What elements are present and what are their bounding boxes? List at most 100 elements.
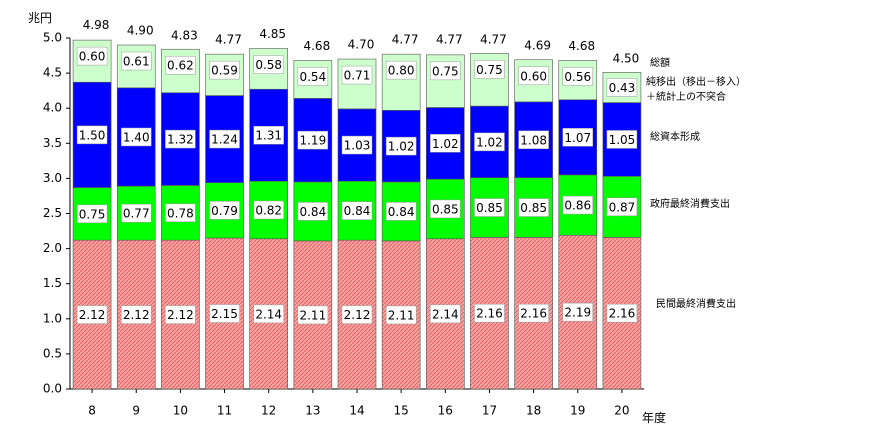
data-label-box (562, 302, 594, 322)
data-label: 0.56 (564, 70, 591, 84)
data-label-box (430, 61, 461, 81)
data-label-box (297, 130, 329, 150)
total-label: 4.50 (613, 52, 640, 66)
data-label-box (606, 78, 638, 97)
data-label: 1.02 (476, 135, 503, 149)
data-label-box (606, 303, 638, 323)
data-label-box (385, 305, 417, 325)
data-label: 2.15 (211, 307, 238, 321)
data-label: 0.80 (388, 64, 415, 78)
data-label: 2.12 (344, 308, 371, 322)
y-tick-label: 2.5 (43, 206, 62, 220)
total-label: 4.68 (568, 39, 595, 53)
data-label-box (209, 201, 240, 220)
data-label: 0.77 (123, 207, 150, 221)
x-tick-label: 20 (614, 404, 629, 418)
data-label: 0.84 (388, 205, 415, 219)
x-tick-label: 14 (349, 404, 364, 418)
data-label-box (474, 132, 505, 152)
data-label-box (474, 303, 505, 323)
data-label-box (253, 304, 284, 324)
data-label: 0.85 (520, 201, 547, 215)
data-label-box (253, 125, 284, 145)
total-label: 4.70 (348, 38, 375, 52)
data-label-box (606, 197, 638, 217)
data-label-box (518, 130, 549, 150)
y-axis-unit: 兆円 (28, 11, 52, 25)
y-tick-label: 1.5 (43, 276, 62, 290)
x-tick-label: 11 (217, 404, 232, 418)
data-label: 2.14 (432, 307, 459, 321)
data-label-box (341, 65, 373, 85)
data-label-box (209, 304, 240, 323)
data-label: 0.60 (520, 69, 547, 83)
legend-net-exports-line1: 純移出（移出－移入） (646, 75, 746, 88)
data-label-box (76, 125, 108, 145)
data-label: 0.78 (167, 206, 194, 220)
data-label: 2.11 (299, 308, 326, 322)
data-label: 0.71 (344, 69, 371, 83)
data-label-box (385, 202, 417, 221)
y-tick-label: 3.0 (43, 171, 62, 185)
x-tick-label: 15 (394, 404, 409, 418)
data-label: 1.05 (609, 133, 636, 147)
data-label-box (209, 60, 240, 80)
data-label: 1.03 (344, 139, 371, 153)
y-tick-label: 4.5 (43, 66, 62, 80)
legend-net-exports-line2: ＋統計上の不突合 (646, 90, 726, 103)
data-label-box (430, 134, 461, 153)
data-label-box (474, 60, 505, 79)
total-label: 4.77 (480, 33, 507, 47)
data-label: 0.82 (255, 203, 282, 217)
y-tick-label: 1.0 (43, 311, 62, 325)
data-label: 1.50 (79, 128, 106, 142)
data-label-box (297, 305, 329, 325)
data-label: 1.31 (255, 129, 282, 143)
total-label: 4.98 (83, 18, 110, 32)
x-tick-label: 18 (526, 404, 541, 418)
data-label-box (120, 127, 152, 147)
x-tick-label: 19 (570, 404, 585, 418)
legend-capital-formation: 総資本形成 (650, 130, 700, 143)
data-label: 2.11 (388, 308, 415, 322)
x-axis-label: 年度 (642, 410, 666, 425)
data-label: 0.75 (476, 63, 503, 77)
x-tick-label: 16 (438, 404, 453, 418)
data-label-box (430, 199, 461, 219)
y-tick-label: 0.5 (43, 346, 62, 360)
data-label: 2.12 (167, 308, 194, 322)
data-label: 1.19 (299, 134, 326, 148)
data-label: 0.84 (299, 205, 326, 219)
data-label: 1.32 (167, 133, 194, 147)
data-label-box (76, 305, 108, 324)
data-label-box (120, 203, 152, 223)
data-label: 0.87 (609, 200, 636, 214)
legend-private-consumption: 民間最終消費支出 (656, 297, 736, 310)
data-label: 1.24 (211, 133, 238, 147)
data-label: 0.54 (299, 70, 326, 84)
data-label-box (385, 60, 417, 80)
total-label: 4.85 (259, 27, 286, 41)
data-label: 2.14 (255, 307, 282, 321)
data-label-box (562, 128, 594, 147)
data-label-box (518, 66, 549, 86)
total-label: 4.90 (127, 24, 154, 38)
data-label: 0.60 (79, 50, 106, 64)
data-label-box (165, 203, 196, 223)
plot-area: 0.0 0.5 1.0 1.5 2.0 2.5 3.0 3.5 4.0 4.5 5.0 8 2.12 0.… (43, 18, 644, 418)
y-tick-label: 5.0 (43, 31, 62, 45)
data-label: 2.16 (476, 307, 503, 321)
data-label: 0.43 (609, 81, 636, 95)
y-tick-label: 3.5 (43, 136, 62, 150)
data-label: 0.84 (344, 204, 371, 218)
data-label-box (562, 195, 594, 215)
data-label: 2.19 (564, 306, 591, 320)
total-label: 4.77 (392, 33, 419, 47)
data-label-box (341, 201, 373, 220)
data-label-box (165, 129, 196, 149)
data-label: 1.07 (564, 131, 591, 145)
total-label: 4.69 (524, 38, 551, 52)
data-label-box (430, 304, 461, 324)
legend-government-consumption: 政府最終消費支出 (650, 197, 730, 210)
data-label: 0.86 (564, 199, 591, 213)
